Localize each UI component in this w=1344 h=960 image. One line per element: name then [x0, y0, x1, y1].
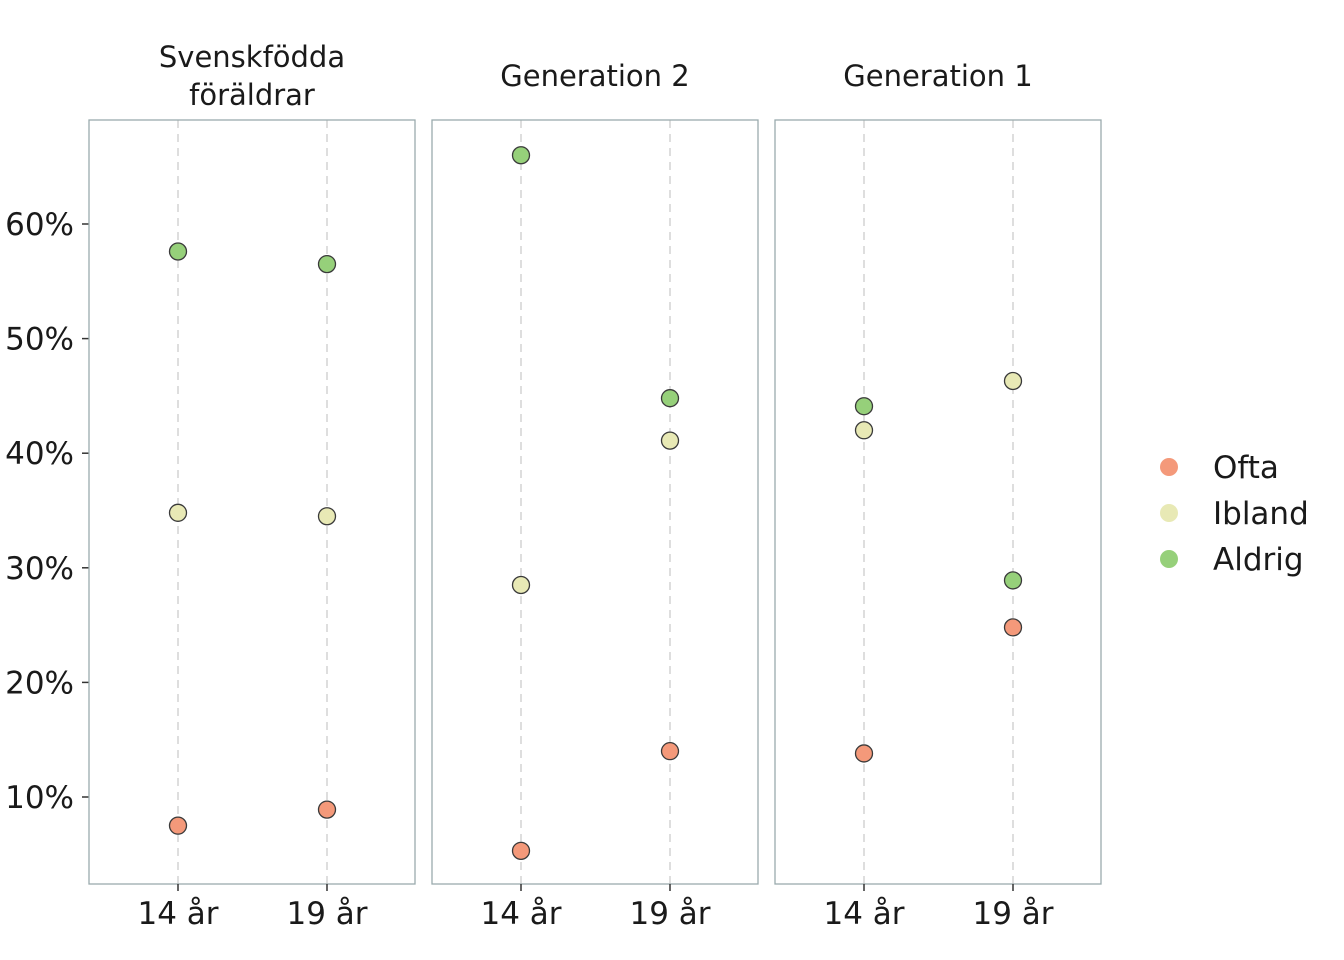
data-point-aldrig [854, 397, 874, 416]
data-point-ibland [317, 507, 337, 526]
data-point-ofta [660, 742, 680, 761]
chart-panels: 14 år 19 år 14 år 19 år 14 år 19 år [88, 119, 1102, 932]
legend-key-ibland [1160, 504, 1178, 522]
y-axis: 10% 20% 30% 40% 50% 60% [5, 207, 89, 816]
x-tick-label: 19 år [972, 896, 1053, 932]
facet-title-line: Generation 1 [843, 59, 1032, 93]
data-point-ibland [511, 575, 531, 595]
legend: Ofta Ibland Aldrig [1160, 450, 1309, 578]
legend-label: Ofta [1213, 450, 1279, 486]
legend-label: Aldrig [1213, 542, 1304, 578]
x-tick-label: 14 år [137, 896, 218, 932]
data-point-ofta [511, 841, 531, 861]
data-point-ibland [1003, 371, 1023, 391]
panel-border [774, 119, 1102, 885]
facet-title: Generation 2 [500, 59, 689, 93]
data-point-aldrig [660, 389, 680, 408]
facet-title-line: Svenskfödda [159, 40, 345, 74]
y-tick-label: 50% [5, 322, 74, 358]
data-point-aldrig [317, 254, 337, 274]
data-point-ibland [660, 431, 680, 450]
y-tick-label: 40% [5, 436, 74, 472]
facet-title: Generation 1 [843, 59, 1032, 93]
panel-border [88, 119, 416, 885]
data-point-ibland [168, 503, 188, 522]
y-tick-label: 60% [5, 207, 74, 243]
x-tick-label: 14 år [480, 896, 561, 932]
facet-panel: 14 år 19 år [774, 119, 1102, 932]
data-point-ofta [317, 800, 337, 819]
y-tick-label: 20% [5, 665, 74, 701]
data-point-ofta [168, 816, 188, 835]
legend-key-aldrig [1160, 550, 1178, 568]
panel-border [431, 119, 759, 885]
data-point-ofta [854, 744, 874, 763]
legend-label: Ibland [1213, 496, 1309, 532]
facet-panel: 14 år 19 år [88, 119, 416, 932]
data-point-aldrig [168, 242, 188, 261]
y-tick-label: 10% [5, 780, 74, 816]
data-point-ibland [854, 421, 874, 440]
x-tick-label: 19 år [629, 896, 710, 932]
data-point-ofta [1003, 618, 1023, 637]
data-point-aldrig [1003, 571, 1023, 590]
x-tick-label: 19 år [286, 896, 367, 932]
facet-title-line: Generation 2 [500, 59, 689, 93]
facet-panel: 14 år 19 år [431, 119, 759, 932]
data-point-aldrig [511, 146, 531, 165]
legend-key-ofta [1160, 458, 1178, 476]
facet-title-line: föräldrar [189, 78, 315, 112]
x-tick-label: 14 år [823, 896, 904, 932]
facet-titles: Svenskfödda föräldrar Generation 2 Generati… [159, 40, 1033, 112]
facet-title: Svenskfödda föräldrar [159, 40, 345, 112]
y-tick-label: 30% [5, 551, 74, 587]
